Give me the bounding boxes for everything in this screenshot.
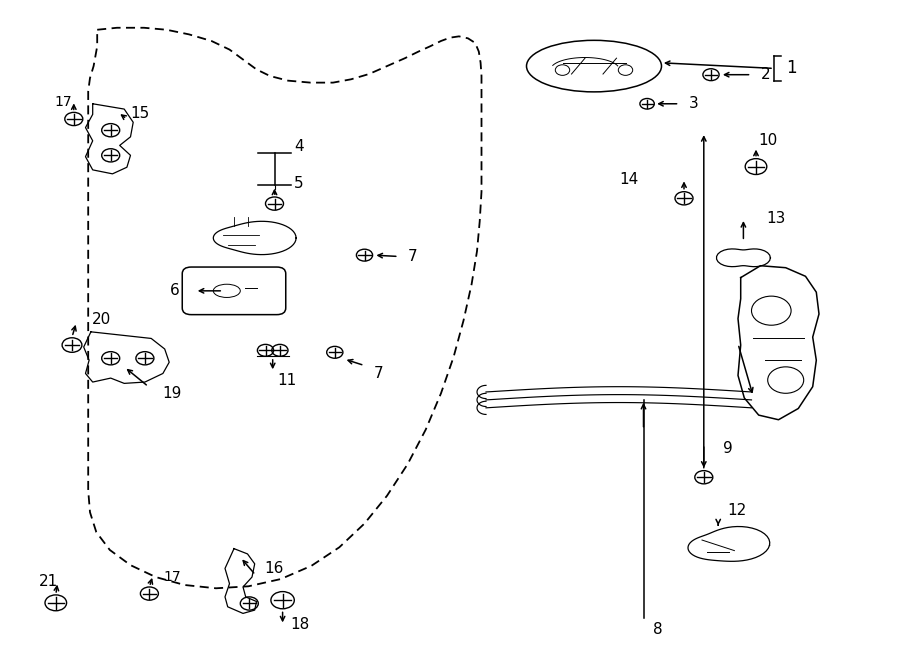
Text: 9: 9 <box>723 441 733 455</box>
Text: 7: 7 <box>408 249 418 264</box>
Text: 13: 13 <box>767 211 787 225</box>
Text: 5: 5 <box>294 176 304 191</box>
Text: 17: 17 <box>54 95 72 110</box>
Text: 12: 12 <box>727 504 746 518</box>
Text: 6: 6 <box>170 284 180 298</box>
Text: 7: 7 <box>374 366 383 381</box>
Text: 4: 4 <box>294 139 304 154</box>
Text: 14: 14 <box>620 173 639 187</box>
Text: 17: 17 <box>164 570 182 584</box>
Text: 8: 8 <box>652 623 662 637</box>
Text: 19: 19 <box>162 386 182 401</box>
Text: 15: 15 <box>130 106 149 121</box>
Text: 1: 1 <box>786 59 796 77</box>
Text: 2: 2 <box>760 67 770 82</box>
Text: 3: 3 <box>688 97 698 111</box>
Text: 11: 11 <box>277 373 296 387</box>
Text: 16: 16 <box>265 561 284 576</box>
Text: 20: 20 <box>92 313 111 327</box>
Text: 10: 10 <box>759 133 778 147</box>
Text: 18: 18 <box>291 617 310 632</box>
Text: 21: 21 <box>39 574 58 589</box>
